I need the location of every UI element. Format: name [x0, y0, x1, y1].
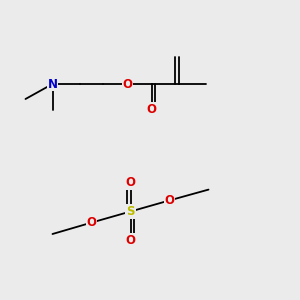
- Text: O: O: [164, 194, 175, 207]
- Text: N: N: [47, 77, 58, 91]
- Text: O: O: [146, 103, 157, 116]
- Text: O: O: [125, 233, 136, 247]
- Text: O: O: [125, 176, 136, 190]
- Text: S: S: [126, 205, 135, 218]
- Text: O: O: [86, 216, 97, 229]
- Text: O: O: [122, 77, 133, 91]
